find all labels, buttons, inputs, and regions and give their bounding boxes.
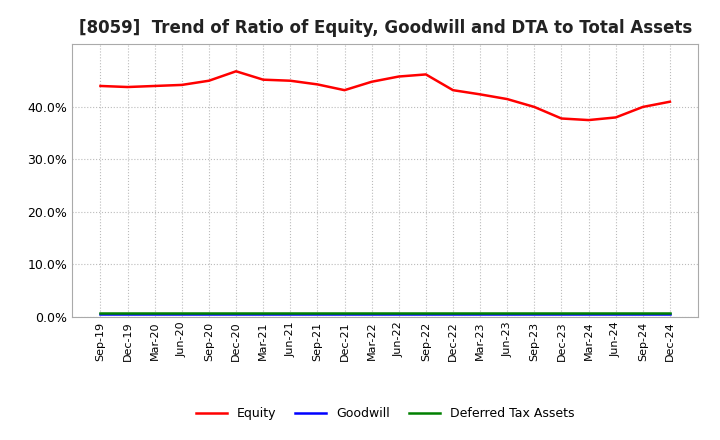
- Equity: [313, 82, 322, 87]
- Deferred Tax Assets: [476, 310, 485, 315]
- Equity: [286, 78, 294, 83]
- Goodwill: [178, 312, 186, 317]
- Deferred Tax Assets: [232, 310, 240, 315]
- Deferred Tax Assets: [150, 310, 159, 315]
- Goodwill: [96, 312, 105, 317]
- Equity: [96, 83, 105, 88]
- Deferred Tax Assets: [395, 310, 403, 315]
- Equity: [421, 72, 430, 77]
- Deferred Tax Assets: [341, 310, 349, 315]
- Equity: [665, 99, 674, 104]
- Equity: [530, 104, 539, 110]
- Equity: [639, 104, 647, 110]
- Deferred Tax Assets: [204, 310, 213, 315]
- Equity: [367, 79, 376, 84]
- Deferred Tax Assets: [611, 310, 620, 315]
- Goodwill: [123, 312, 132, 317]
- Deferred Tax Assets: [178, 310, 186, 315]
- Equity: [123, 84, 132, 90]
- Goodwill: [367, 312, 376, 317]
- Goodwill: [313, 312, 322, 317]
- Deferred Tax Assets: [639, 310, 647, 315]
- Deferred Tax Assets: [557, 310, 566, 315]
- Equity: [611, 115, 620, 120]
- Line: Equity: Equity: [101, 71, 670, 120]
- Goodwill: [341, 312, 349, 317]
- Goodwill: [611, 312, 620, 317]
- Goodwill: [530, 312, 539, 317]
- Deferred Tax Assets: [286, 310, 294, 315]
- Goodwill: [665, 312, 674, 317]
- Equity: [341, 88, 349, 93]
- Equity: [584, 117, 593, 123]
- Goodwill: [421, 312, 430, 317]
- Deferred Tax Assets: [367, 310, 376, 315]
- Deferred Tax Assets: [530, 310, 539, 315]
- Equity: [178, 82, 186, 88]
- Deferred Tax Assets: [584, 310, 593, 315]
- Goodwill: [259, 312, 268, 317]
- Goodwill: [395, 312, 403, 317]
- Goodwill: [449, 312, 457, 317]
- Equity: [476, 92, 485, 97]
- Deferred Tax Assets: [665, 310, 674, 315]
- Equity: [557, 116, 566, 121]
- Goodwill: [204, 312, 213, 317]
- Equity: [259, 77, 268, 82]
- Deferred Tax Assets: [96, 310, 105, 315]
- Deferred Tax Assets: [123, 310, 132, 315]
- Goodwill: [639, 312, 647, 317]
- Deferred Tax Assets: [421, 310, 430, 315]
- Deferred Tax Assets: [313, 310, 322, 315]
- Goodwill: [286, 312, 294, 317]
- Goodwill: [232, 312, 240, 317]
- Equity: [204, 78, 213, 83]
- Deferred Tax Assets: [449, 310, 457, 315]
- Goodwill: [584, 312, 593, 317]
- Goodwill: [503, 312, 511, 317]
- Equity: [449, 88, 457, 93]
- Equity: [395, 74, 403, 79]
- Title: [8059]  Trend of Ratio of Equity, Goodwill and DTA to Total Assets: [8059] Trend of Ratio of Equity, Goodwil…: [78, 19, 692, 37]
- Equity: [232, 69, 240, 74]
- Equity: [503, 96, 511, 102]
- Legend: Equity, Goodwill, Deferred Tax Assets: Equity, Goodwill, Deferred Tax Assets: [191, 402, 580, 425]
- Goodwill: [557, 312, 566, 317]
- Deferred Tax Assets: [259, 310, 268, 315]
- Goodwill: [150, 312, 159, 317]
- Deferred Tax Assets: [503, 310, 511, 315]
- Equity: [150, 83, 159, 88]
- Goodwill: [476, 312, 485, 317]
